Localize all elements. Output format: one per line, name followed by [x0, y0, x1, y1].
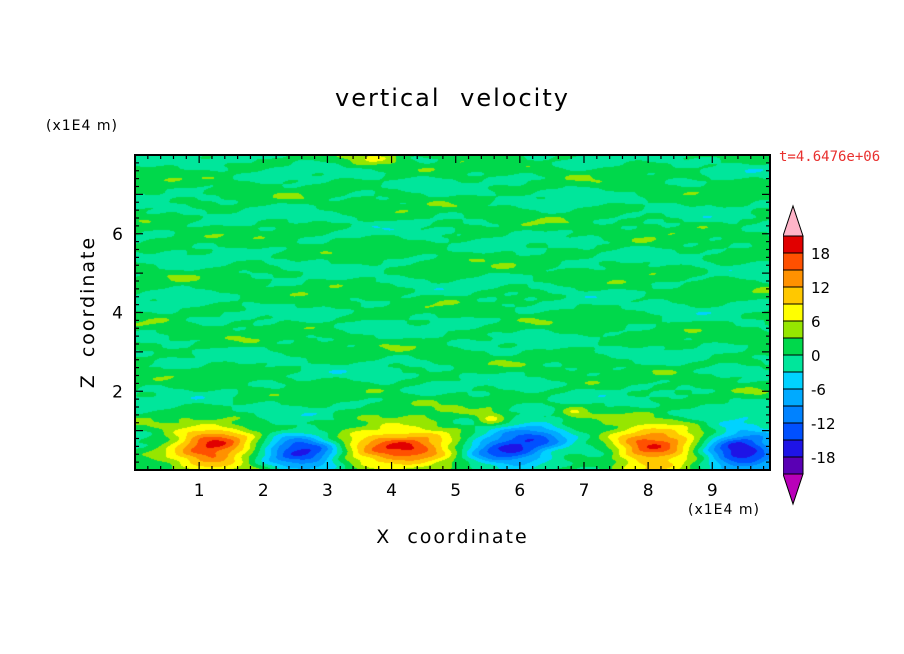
svg-text:12: 12 — [811, 279, 830, 297]
svg-text:6: 6 — [112, 225, 123, 245]
svg-text:1: 1 — [194, 481, 205, 501]
contour-plot — [135, 155, 770, 470]
y-axis-label: Z coordinate — [77, 235, 99, 389]
svg-text:-12: -12 — [811, 415, 836, 433]
time-label: t=4.6476e+06 — [779, 149, 881, 165]
svg-text:6: 6 — [514, 481, 525, 501]
svg-text:9: 9 — [707, 481, 718, 501]
svg-text:6: 6 — [811, 313, 821, 331]
contour-canvas — [135, 155, 770, 470]
svg-text:5: 5 — [450, 481, 461, 501]
x-axis-label: X coordinate — [376, 526, 529, 548]
x-axis-unit-label: (x1E4 m) — [688, 502, 760, 518]
colorbar-svg: 18 12 6 0 -6 -12 -18 — [782, 204, 836, 506]
svg-text:8: 8 — [643, 481, 654, 501]
svg-text:0: 0 — [811, 347, 821, 365]
svg-text:4: 4 — [386, 481, 397, 501]
svg-text:3: 3 — [322, 481, 333, 501]
svg-text:2: 2 — [258, 481, 269, 501]
svg-text:2: 2 — [112, 382, 123, 402]
svg-text:-18: -18 — [811, 449, 836, 467]
svg-text:-6: -6 — [811, 381, 826, 399]
y-axis-unit-label: (x1E4 m) — [46, 118, 118, 134]
page-title: vertical velocity — [335, 84, 570, 112]
svg-text:7: 7 — [579, 481, 590, 501]
colorbar: 18 12 6 0 -6 -12 -18 — [782, 204, 873, 514]
svg-text:18: 18 — [811, 245, 830, 263]
svg-text:4: 4 — [112, 304, 123, 324]
